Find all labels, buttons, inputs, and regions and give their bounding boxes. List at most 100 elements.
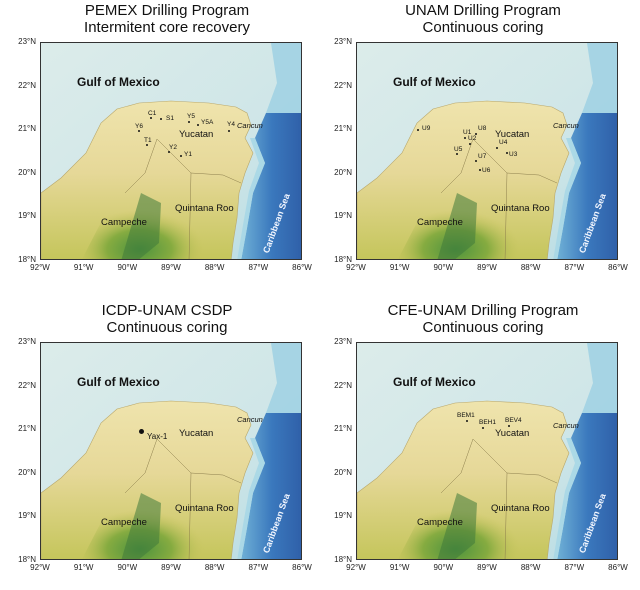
drill-site-label: T1 xyxy=(144,137,152,144)
latitude-tick-label: 19°N xyxy=(334,511,352,521)
drill-site-label: BEH1 xyxy=(479,419,496,426)
drill-site-marker xyxy=(197,124,199,126)
drill-site-marker xyxy=(496,147,498,149)
longitude-tick-label: 91°W xyxy=(389,563,410,572)
panel-title: ICDP-UNAM CSDP Continuous coring xyxy=(22,302,312,336)
drill-site-label: U7 xyxy=(478,153,487,160)
yucatan-label: Yucatan xyxy=(495,428,530,439)
latitude-tick-label: 18°N xyxy=(18,255,36,264)
longitude-tick-label: 89°W xyxy=(161,263,181,272)
map-panel: PEMEX Drilling Program Intermitent core … xyxy=(0,0,320,290)
drill-site-label: Y5A xyxy=(201,119,214,126)
drill-site-marker xyxy=(466,420,468,422)
map-background xyxy=(357,343,617,559)
longitude-tick-label: 86°W xyxy=(608,563,628,572)
drill-site-marker xyxy=(469,143,471,145)
map-frame: Gulf of Mexico Yucatan Cancun Campeche Quint… xyxy=(356,342,618,560)
drill-site-marker xyxy=(506,152,508,154)
campeche-label: Campeche xyxy=(417,217,463,228)
longitude-tick-label: 90°W xyxy=(117,563,138,572)
panel-title-line2: Continuous coring xyxy=(422,19,544,36)
map-panel: ICDP-UNAM CSDP Continuous coring xyxy=(0,300,320,590)
drill-site-label: Y5 xyxy=(187,113,195,120)
longitude-tick-label: 88°W xyxy=(520,563,541,572)
drill-site-marker xyxy=(508,425,510,427)
longitude-tick-label: 87°W xyxy=(564,563,585,572)
cancun-label: Cancun xyxy=(237,121,263,130)
drill-site-label: Y6 xyxy=(135,123,143,130)
latitude-tick-label: 22°N xyxy=(18,380,36,390)
longitude-tick-label: 88°W xyxy=(204,263,225,272)
panel-title: PEMEX Drilling Program Intermitent core … xyxy=(22,2,312,36)
drill-site-marker xyxy=(138,130,140,132)
longitude-tick-label: 89°W xyxy=(477,263,497,272)
map-background xyxy=(41,343,301,559)
campeche-label: Campeche xyxy=(417,517,463,528)
map-frame: Gulf of Mexico Yucatan Cancun Campeche Quint… xyxy=(40,342,302,560)
drill-site-marker xyxy=(168,151,170,153)
drill-site-marker xyxy=(146,144,148,146)
drill-site-label: U3 xyxy=(509,151,518,158)
drill-site-label: U9 xyxy=(422,125,431,132)
drill-site-label: U4 xyxy=(499,139,508,146)
latitude-tick-label: 22°N xyxy=(18,80,36,90)
gulf-of-mexico-label: Gulf of Mexico xyxy=(77,75,160,89)
latitude-tick-label: 23°N xyxy=(334,37,352,46)
drill-site-label: S1 xyxy=(166,115,174,122)
drill-site-marker xyxy=(475,160,477,162)
longitude-tick-label: 89°W xyxy=(161,563,181,572)
longitude-tick-label: 86°W xyxy=(292,263,312,272)
latitude-tick-label: 18°N xyxy=(334,555,352,564)
latitude-tick-label: 18°N xyxy=(334,255,352,264)
gulf-of-mexico-label: Gulf of Mexico xyxy=(393,75,476,89)
panel-title-line2: Continuous coring xyxy=(106,319,228,336)
drill-site-marker xyxy=(479,169,481,171)
panel-title-line1: ICDP-UNAM CSDP xyxy=(101,302,233,319)
longitude-tick-label: 88°W xyxy=(204,563,225,572)
longitude-tick-label: 86°W xyxy=(608,263,628,272)
drill-site-marker xyxy=(160,118,162,120)
drill-site-marker xyxy=(228,130,230,132)
latitude-tick-label: 19°N xyxy=(18,211,36,221)
longitude-tick-label: 91°W xyxy=(73,263,94,272)
longitude-tick-label: 92°W xyxy=(30,263,50,272)
map-panel: CFE-UNAM Drilling Program Continuous cor… xyxy=(316,300,636,590)
campeche-label: Campeche xyxy=(101,517,147,528)
latitude-tick-label: 19°N xyxy=(334,211,352,221)
cancun-label: Cancun xyxy=(553,421,579,430)
drill-site-marker xyxy=(180,155,182,157)
longitude-tick-label: 86°W xyxy=(292,563,312,572)
drill-site-label: Y1 xyxy=(184,151,192,158)
quintana-roo-label: Quintana Roo xyxy=(491,503,550,514)
longitude-tick-label: 87°W xyxy=(248,563,269,572)
longitude-tick-label: 91°W xyxy=(389,263,410,272)
map-background xyxy=(41,43,301,259)
drill-site-marker xyxy=(188,121,190,123)
latitude-tick-label: 21°N xyxy=(334,424,352,434)
latitude-tick-label: 21°N xyxy=(18,124,36,134)
drill-site-label: C1 xyxy=(148,110,157,117)
drill-site-label: Y2 xyxy=(169,144,177,151)
quintana-roo-label: Quintana Roo xyxy=(175,203,234,214)
map-frame: Gulf of Mexico Yucatan Cancun Campeche Quint… xyxy=(40,42,302,260)
drill-site-label: U1 xyxy=(463,129,472,136)
latitude-tick-label: 22°N xyxy=(334,380,352,390)
drill-site-label: Yax-1 xyxy=(147,432,168,441)
yucatan-label: Yucatan xyxy=(179,129,214,140)
drill-site-label: BEM1 xyxy=(457,412,475,419)
longitude-tick-label: 92°W xyxy=(30,563,50,572)
longitude-tick-label: 87°W xyxy=(248,263,269,272)
drill-site-label: U6 xyxy=(482,167,491,174)
gulf-of-mexico-label: Gulf of Mexico xyxy=(393,375,476,389)
latitude-tick-label: 22°N xyxy=(334,80,352,90)
map-frame: Gulf of Mexico Yucatan Cancun Campeche Quint… xyxy=(356,42,618,260)
drill-site-label: U8 xyxy=(478,125,487,132)
longitude-tick-label: 89°W xyxy=(477,563,497,572)
gulf-of-mexico-label: Gulf of Mexico xyxy=(77,375,160,389)
latitude-tick-label: 23°N xyxy=(334,337,352,346)
latitude-tick-label: 21°N xyxy=(334,124,352,134)
cancun-label: Cancun xyxy=(237,415,263,424)
drill-site-marker xyxy=(417,129,419,131)
drill-site-marker xyxy=(475,133,477,135)
panel-title-line2: Intermitent core recovery xyxy=(84,19,250,36)
